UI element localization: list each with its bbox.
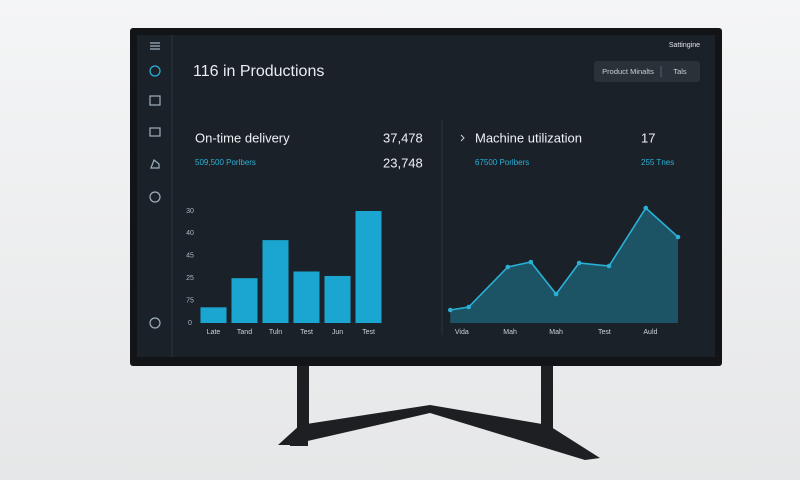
x-tick-label: Auld — [643, 329, 657, 336]
point — [675, 234, 681, 240]
point — [553, 291, 559, 297]
stand-foot — [278, 405, 430, 445]
x-tick-label: Mah — [549, 329, 563, 336]
point — [448, 307, 453, 313]
point — [643, 205, 649, 211]
kpi-sublabel: 67500 Porlbers — [475, 158, 529, 167]
x-tick-label: Test — [362, 329, 375, 336]
kpi-value: 17 — [641, 130, 655, 145]
bar — [262, 240, 289, 323]
stand-leg — [297, 365, 309, 435]
x-tick-label: Test — [598, 329, 611, 336]
point — [505, 264, 511, 270]
button-group — [594, 61, 700, 82]
bar — [200, 307, 227, 323]
x-tick-label: Vida — [455, 329, 469, 336]
x-tick-label: Mah — [503, 329, 517, 336]
y-tick-label: 25 — [186, 275, 194, 282]
point — [528, 259, 534, 265]
menu-icon[interactable] — [150, 42, 160, 50]
stand-foot — [430, 405, 600, 460]
kpi-label: Machine utilization — [475, 130, 582, 145]
y-tick-label: 45 — [186, 253, 194, 260]
y-tick-label: 40 — [186, 230, 194, 237]
kpi-value: 37,478 — [383, 130, 423, 145]
y-tick-label: 0 — [188, 320, 192, 327]
y-tick-label: 30 — [186, 208, 194, 215]
button[interactable]: Tals — [673, 67, 687, 76]
point — [606, 263, 612, 269]
nav-icon[interactable] — [149, 191, 161, 203]
nav-icon[interactable] — [149, 317, 161, 329]
bar — [293, 271, 320, 323]
kpi-subvalue: 255 Tnes — [641, 158, 674, 167]
nav-icon[interactable] — [150, 159, 160, 169]
x-tick-label: Tand — [237, 329, 252, 336]
stand — [278, 365, 600, 460]
bar — [355, 211, 382, 323]
kpi-subvalue: 23,748 — [383, 155, 423, 170]
stand-leg — [541, 365, 553, 435]
point — [576, 260, 582, 266]
status-text: Sattingine — [669, 42, 700, 49]
sidebar — [149, 42, 161, 329]
kpi-sublabel: 509,500 Porlbers — [195, 158, 256, 167]
page-title: 116 in Productions — [193, 63, 324, 80]
nav-icon[interactable] — [149, 65, 161, 77]
bar — [324, 275, 351, 323]
x-tick-label: Jun — [332, 329, 343, 336]
kpi-label: On-time delivery — [195, 130, 290, 145]
y-tick-label: 75 — [186, 297, 194, 304]
bar — [231, 278, 258, 323]
area — [450, 208, 678, 323]
point — [466, 304, 472, 310]
x-tick-label: Tuln — [269, 329, 282, 336]
nav-icon[interactable] — [149, 95, 161, 106]
nav-icon[interactable] — [149, 127, 161, 137]
button[interactable]: Product Minalts — [602, 67, 654, 76]
x-tick-label: Test — [300, 329, 313, 336]
x-tick-label: Late — [207, 329, 221, 336]
chevron — [460, 134, 465, 142]
stand-foot — [290, 440, 308, 446]
